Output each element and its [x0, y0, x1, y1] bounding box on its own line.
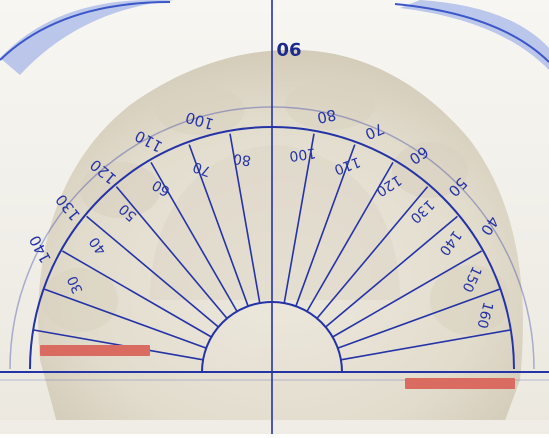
radial-line — [295, 144, 356, 307]
radial-line — [283, 133, 315, 304]
radial-line — [86, 215, 219, 328]
radial-line — [306, 162, 394, 312]
inner-label-100: 100 — [288, 144, 317, 164]
inner-label-70: 70 — [191, 158, 213, 179]
radial-line — [62, 250, 212, 338]
radial-line — [337, 288, 500, 349]
radial-line — [150, 162, 238, 312]
outer-rim — [0, 0, 549, 75]
radial-line — [325, 215, 458, 328]
outer-label-80: 80 — [315, 105, 337, 127]
radial-line — [44, 288, 207, 349]
inner-label-60: 60 — [150, 176, 174, 199]
left-marker — [40, 345, 150, 356]
radial-line — [33, 329, 204, 361]
dental-cast — [0, 49, 549, 435]
center-degree-label: 90 — [276, 38, 301, 59]
radial-line — [332, 250, 482, 338]
radial-line — [115, 186, 228, 319]
radial-line — [188, 144, 249, 307]
radial-line — [229, 133, 261, 304]
radial-line — [316, 186, 429, 319]
radial-line — [340, 329, 511, 361]
inner-label-80: 80 — [232, 150, 252, 168]
inner-label-30: 30 — [65, 273, 87, 296]
right-marker — [405, 378, 515, 389]
inner-label-160: 160 — [473, 300, 495, 330]
